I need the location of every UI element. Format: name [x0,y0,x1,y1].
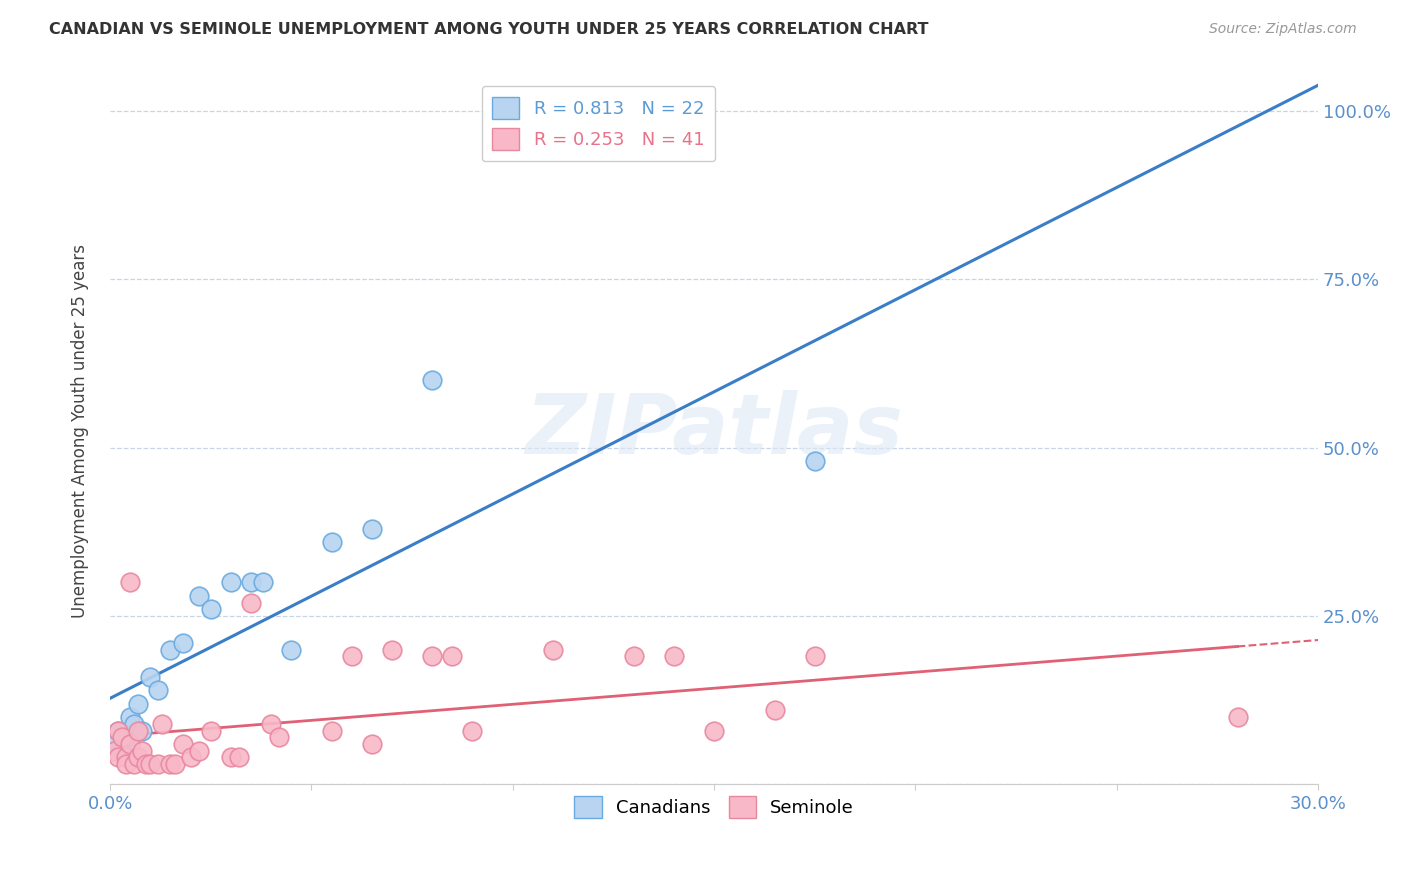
Point [240,575,263,590]
Point [1226,710,1249,724]
Point [122,757,145,772]
Point [139,670,162,684]
Point [804,649,827,664]
Point [148,683,170,698]
Point [441,649,464,664]
Point [135,757,157,772]
Point [187,589,209,603]
Point [159,642,181,657]
Point [461,723,484,738]
Point [187,744,209,758]
Point [152,716,174,731]
Point [107,723,129,738]
Point [139,757,162,772]
Point [420,649,443,664]
Point [107,723,129,738]
Point [228,750,250,764]
Point [321,535,343,549]
Point [115,757,138,772]
Point [103,737,125,751]
Point [163,757,186,772]
Point [321,723,343,738]
Point [360,522,382,536]
Point [111,744,134,758]
Point [541,642,564,657]
Point [200,602,222,616]
Point [703,723,725,738]
Point [127,750,149,764]
Legend: Canadians, Seminole: Canadians, Seminole [567,789,860,825]
Point [804,454,827,468]
Point [360,737,382,751]
Point [127,723,149,738]
Point [122,716,145,731]
Point [662,649,685,664]
Text: CANADIAN VS SEMINOLE UNEMPLOYMENT AMONG YOUTH UNDER 25 YEARS CORRELATION CHART: CANADIAN VS SEMINOLE UNEMPLOYMENT AMONG … [49,22,929,37]
Y-axis label: Unemployment Among Youth under 25 years: Unemployment Among Youth under 25 years [72,244,89,618]
Point [219,575,242,590]
Point [131,723,153,738]
Point [115,750,138,764]
Point [340,649,363,664]
Point [763,703,786,717]
Point [120,737,142,751]
Point [240,596,263,610]
Point [420,373,443,387]
Text: ZIPatlas: ZIPatlas [526,391,903,472]
Point [120,710,142,724]
Point [127,697,149,711]
Point [172,636,194,650]
Point [115,731,138,745]
Text: Source: ZipAtlas.com: Source: ZipAtlas.com [1209,22,1357,37]
Point [219,750,242,764]
Point [172,737,194,751]
Point [180,750,202,764]
Point [131,744,153,758]
Point [111,731,134,745]
Point [159,757,181,772]
Point [280,642,302,657]
Point [260,716,283,731]
Point [381,642,404,657]
Point [107,750,129,764]
Point [252,575,274,590]
Point [623,649,645,664]
Point [120,575,142,590]
Point [269,731,291,745]
Point [200,723,222,738]
Point [148,757,170,772]
Point [103,744,125,758]
